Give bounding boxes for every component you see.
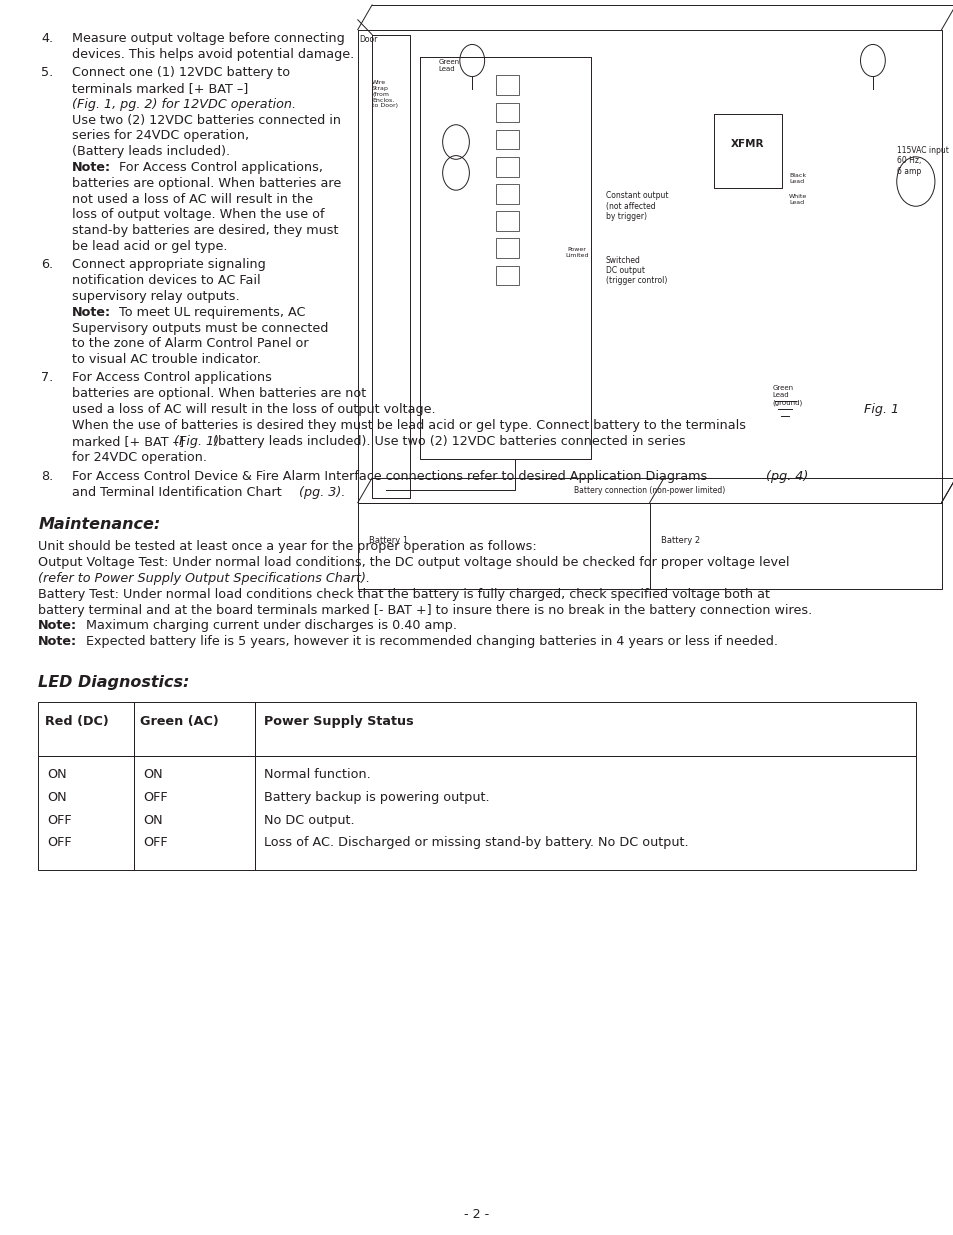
Text: When the use of batteries is desired they must be lead acid or gel type. Connect: When the use of batteries is desired the… <box>71 419 744 432</box>
Text: For Access Control applications: For Access Control applications <box>71 372 272 384</box>
Text: OFF: OFF <box>48 814 72 826</box>
Text: ON: ON <box>48 790 68 804</box>
Text: Note:: Note: <box>71 161 111 174</box>
Text: for 24VDC operation.: for 24VDC operation. <box>71 451 207 463</box>
Text: Black
Lead: Black Lead <box>788 173 805 184</box>
Text: For Access Control Device & Fire Alarm Interface connections refer to desired Ap: For Access Control Device & Fire Alarm I… <box>71 471 710 483</box>
Bar <box>496 266 518 285</box>
Text: (pg. 3).: (pg. 3). <box>298 485 345 499</box>
Text: notification devices to AC Fail: notification devices to AC Fail <box>71 274 260 288</box>
Text: OFF: OFF <box>143 790 168 804</box>
Text: Battery connection (non-power limited): Battery connection (non-power limited) <box>574 487 724 495</box>
Text: Connect one (1) 12VDC battery to: Connect one (1) 12VDC battery to <box>71 67 290 79</box>
Text: be lead acid or gel type.: be lead acid or gel type. <box>71 240 227 253</box>
Text: devices. This helps avoid potential damage.: devices. This helps avoid potential dama… <box>71 48 354 61</box>
Text: Maximum charging current under discharges is 0.40 amp.: Maximum charging current under discharge… <box>82 620 456 632</box>
Text: stand-by batteries are desired, they must: stand-by batteries are desired, they mus… <box>71 225 337 237</box>
Text: Battery Test: Under normal load conditions check that the battery is fully charg: Battery Test: Under normal load conditio… <box>38 588 769 600</box>
Text: Green (AC): Green (AC) <box>140 715 219 727</box>
Text: Normal function.: Normal function. <box>264 768 371 781</box>
Text: Supervisory outputs must be connected: Supervisory outputs must be connected <box>71 321 328 335</box>
Text: To meet UL requirements, AC: To meet UL requirements, AC <box>115 306 306 319</box>
Bar <box>496 211 518 231</box>
Bar <box>254 703 915 756</box>
Text: Constant output
(not affected
by trigger): Constant output (not affected by trigger… <box>605 191 668 221</box>
Text: 8.: 8. <box>41 471 53 483</box>
Text: ON: ON <box>143 814 163 826</box>
Text: No DC output.: No DC output. <box>264 814 355 826</box>
Bar <box>496 130 518 149</box>
Text: batteries are optional. When batteries are: batteries are optional. When batteries a… <box>71 177 340 190</box>
Text: 7.: 7. <box>41 372 53 384</box>
Bar <box>496 238 518 258</box>
Text: Wire
Strap
(from
Enclos.
to Door): Wire Strap (from Enclos. to Door) <box>372 80 397 109</box>
Text: Power
Limited: Power Limited <box>565 247 588 258</box>
Text: 6.: 6. <box>41 258 53 272</box>
Text: Expected battery life is 5 years, however it is recommended changing batteries i: Expected battery life is 5 years, howeve… <box>82 635 778 648</box>
Text: to the zone of Alarm Control Panel or: to the zone of Alarm Control Panel or <box>71 337 308 351</box>
Text: (Fig. 1, pg. 2) for 12VDC operation.: (Fig. 1, pg. 2) for 12VDC operation. <box>71 98 295 111</box>
Text: Red (DC): Red (DC) <box>45 715 109 727</box>
Text: Unit should be tested at least once a year for the proper operation as follows:: Unit should be tested at least once a ye… <box>38 541 537 553</box>
Text: (pg. 4): (pg. 4) <box>765 471 807 483</box>
Text: (Fig. 1): (Fig. 1) <box>173 435 218 448</box>
Text: used a loss of AC will result in the loss of output voltage.: used a loss of AC will result in the los… <box>71 403 435 416</box>
Text: to visual AC trouble indicator.: to visual AC trouble indicator. <box>71 353 260 367</box>
Text: series for 24VDC operation,: series for 24VDC operation, <box>71 130 249 142</box>
Text: OFF: OFF <box>48 836 72 850</box>
Text: Output Voltage Test: Under normal load conditions, the DC output voltage should : Output Voltage Test: Under normal load c… <box>38 556 789 569</box>
Text: Door: Door <box>359 35 377 43</box>
Text: Green
Lead
(ground): Green Lead (ground) <box>772 385 802 406</box>
Text: ON: ON <box>48 768 68 781</box>
Text: 4.: 4. <box>41 32 53 46</box>
Text: (refer to Power Supply Output Specifications Chart).: (refer to Power Supply Output Specificat… <box>38 572 370 585</box>
Text: marked [+ BAT –]: marked [+ BAT –] <box>71 435 183 448</box>
Text: Maintenance:: Maintenance: <box>38 517 160 532</box>
Text: 5.: 5. <box>41 67 53 79</box>
Text: - 2 -: - 2 - <box>464 1208 489 1221</box>
Text: Connect appropriate signaling: Connect appropriate signaling <box>71 258 265 272</box>
Text: Note:: Note: <box>38 635 77 648</box>
Bar <box>496 75 518 95</box>
Text: Battery 1: Battery 1 <box>369 536 408 545</box>
Text: (Battery leads included).: (Battery leads included). <box>71 146 230 158</box>
Text: Battery 2: Battery 2 <box>660 536 700 545</box>
Text: Loss of AC. Discharged or missing stand-by battery. No DC output.: Loss of AC. Discharged or missing stand-… <box>264 836 688 850</box>
Text: OFF: OFF <box>143 836 168 850</box>
Text: batteries are optional. When batteries are not: batteries are optional. When batteries a… <box>71 388 365 400</box>
Bar <box>496 157 518 177</box>
Text: terminals marked [+ BAT –]: terminals marked [+ BAT –] <box>71 82 248 95</box>
Text: Use two (2) 12VDC batteries connected in: Use two (2) 12VDC batteries connected in <box>71 114 340 127</box>
Text: ON: ON <box>143 768 163 781</box>
Text: Switched
DC output
(trigger control): Switched DC output (trigger control) <box>605 256 666 285</box>
Text: Battery backup is powering output.: Battery backup is powering output. <box>264 790 490 804</box>
Text: supervisory relay outputs.: supervisory relay outputs. <box>71 290 239 303</box>
Bar <box>133 703 254 756</box>
Text: (battery leads included). Use two (2) 12VDC batteries connected in series: (battery leads included). Use two (2) 12… <box>213 435 684 448</box>
Bar <box>38 756 133 871</box>
Text: White
Lead: White Lead <box>788 194 806 205</box>
Text: 115VAC input
60 Hz,
6 amp: 115VAC input 60 Hz, 6 amp <box>896 146 947 175</box>
Text: For Access Control applications,: For Access Control applications, <box>115 161 323 174</box>
Bar <box>496 103 518 122</box>
Text: Green
Lead: Green Lead <box>438 59 459 73</box>
Bar <box>254 756 915 871</box>
Text: Fig. 1: Fig. 1 <box>863 403 899 416</box>
Text: and Terminal Identification Chart: and Terminal Identification Chart <box>71 485 285 499</box>
Bar <box>496 184 518 204</box>
Text: Measure output voltage before connecting: Measure output voltage before connecting <box>71 32 344 46</box>
Text: Power Supply Status: Power Supply Status <box>264 715 414 727</box>
Bar <box>38 703 133 756</box>
Text: loss of output voltage. When the use of: loss of output voltage. When the use of <box>71 209 324 221</box>
Text: not used a loss of AC will result in the: not used a loss of AC will result in the <box>71 193 313 206</box>
Text: XFMR: XFMR <box>730 140 764 149</box>
Text: LED Diagnostics:: LED Diagnostics: <box>38 674 190 690</box>
Bar <box>133 756 254 871</box>
Text: battery terminal and at the board terminals marked [- BAT +] to insure there is : battery terminal and at the board termin… <box>38 604 812 616</box>
Text: Note:: Note: <box>38 620 77 632</box>
Text: Note:: Note: <box>71 306 111 319</box>
